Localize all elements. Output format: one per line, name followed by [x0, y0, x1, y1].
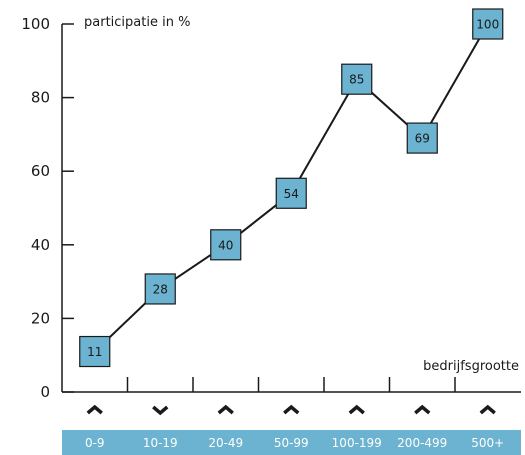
x-axis-title: bedrijfsgrootte [423, 359, 519, 374]
chevron-up-icon [479, 404, 496, 415]
x-axis [62, 377, 521, 393]
data-label: 28 [153, 282, 168, 296]
data-point: 11 [79, 335, 111, 368]
data-marker [210, 229, 242, 261]
data-point: 54 [275, 177, 307, 209]
chevron-up-icon [217, 404, 234, 415]
data-label: 40 [218, 238, 233, 252]
data-label: 85 [349, 73, 364, 87]
data-marker [472, 8, 504, 40]
category-labels: 0-9 10-19 20-49 50-99 100-199 200-499 500+ [85, 436, 504, 450]
y-axis: 0 20 40 60 80 100 [21, 15, 74, 401]
category-label: 10-19 [143, 436, 178, 450]
data-label: 69 [415, 132, 430, 146]
category-band [62, 430, 521, 455]
arrow-row [86, 404, 496, 416]
data-marker [341, 63, 373, 95]
data-point: 100 [472, 8, 504, 40]
y-tick-label: 0 [40, 383, 50, 401]
chevron-up-icon [283, 404, 300, 415]
category-label: 0-9 [85, 436, 105, 450]
y-tick-label: 40 [31, 236, 50, 254]
data-label: 54 [284, 187, 299, 201]
data-point: 40 [210, 229, 242, 261]
data-point: 69 [406, 122, 438, 154]
chevron-up-icon [414, 404, 431, 415]
data-marker [144, 273, 176, 305]
y-tick-label: 20 [31, 309, 50, 327]
data-point: 28 [144, 273, 176, 305]
data-markers: 11 28 40 54 85 69 100 [79, 8, 504, 368]
category-label: 50-99 [274, 436, 309, 450]
data-label: 100 [476, 18, 499, 32]
y-axis-title: participatie in % [84, 15, 190, 30]
data-marker [406, 122, 438, 154]
y-tick-label: 80 [31, 89, 50, 107]
data-marker [79, 335, 111, 368]
y-tick-label: 60 [31, 162, 50, 180]
category-label: 500+ [471, 436, 504, 450]
data-marker [275, 177, 307, 209]
data-label: 11 [87, 345, 102, 359]
y-tick-label: 100 [21, 15, 50, 33]
chevron-up-icon [86, 404, 103, 415]
data-point: 85 [341, 63, 373, 95]
chevron-up-icon [348, 404, 365, 415]
chevron-down-icon [152, 405, 169, 416]
category-label: 100-199 [332, 436, 382, 450]
category-label: 200-499 [397, 436, 447, 450]
category-label: 20-49 [208, 436, 243, 450]
